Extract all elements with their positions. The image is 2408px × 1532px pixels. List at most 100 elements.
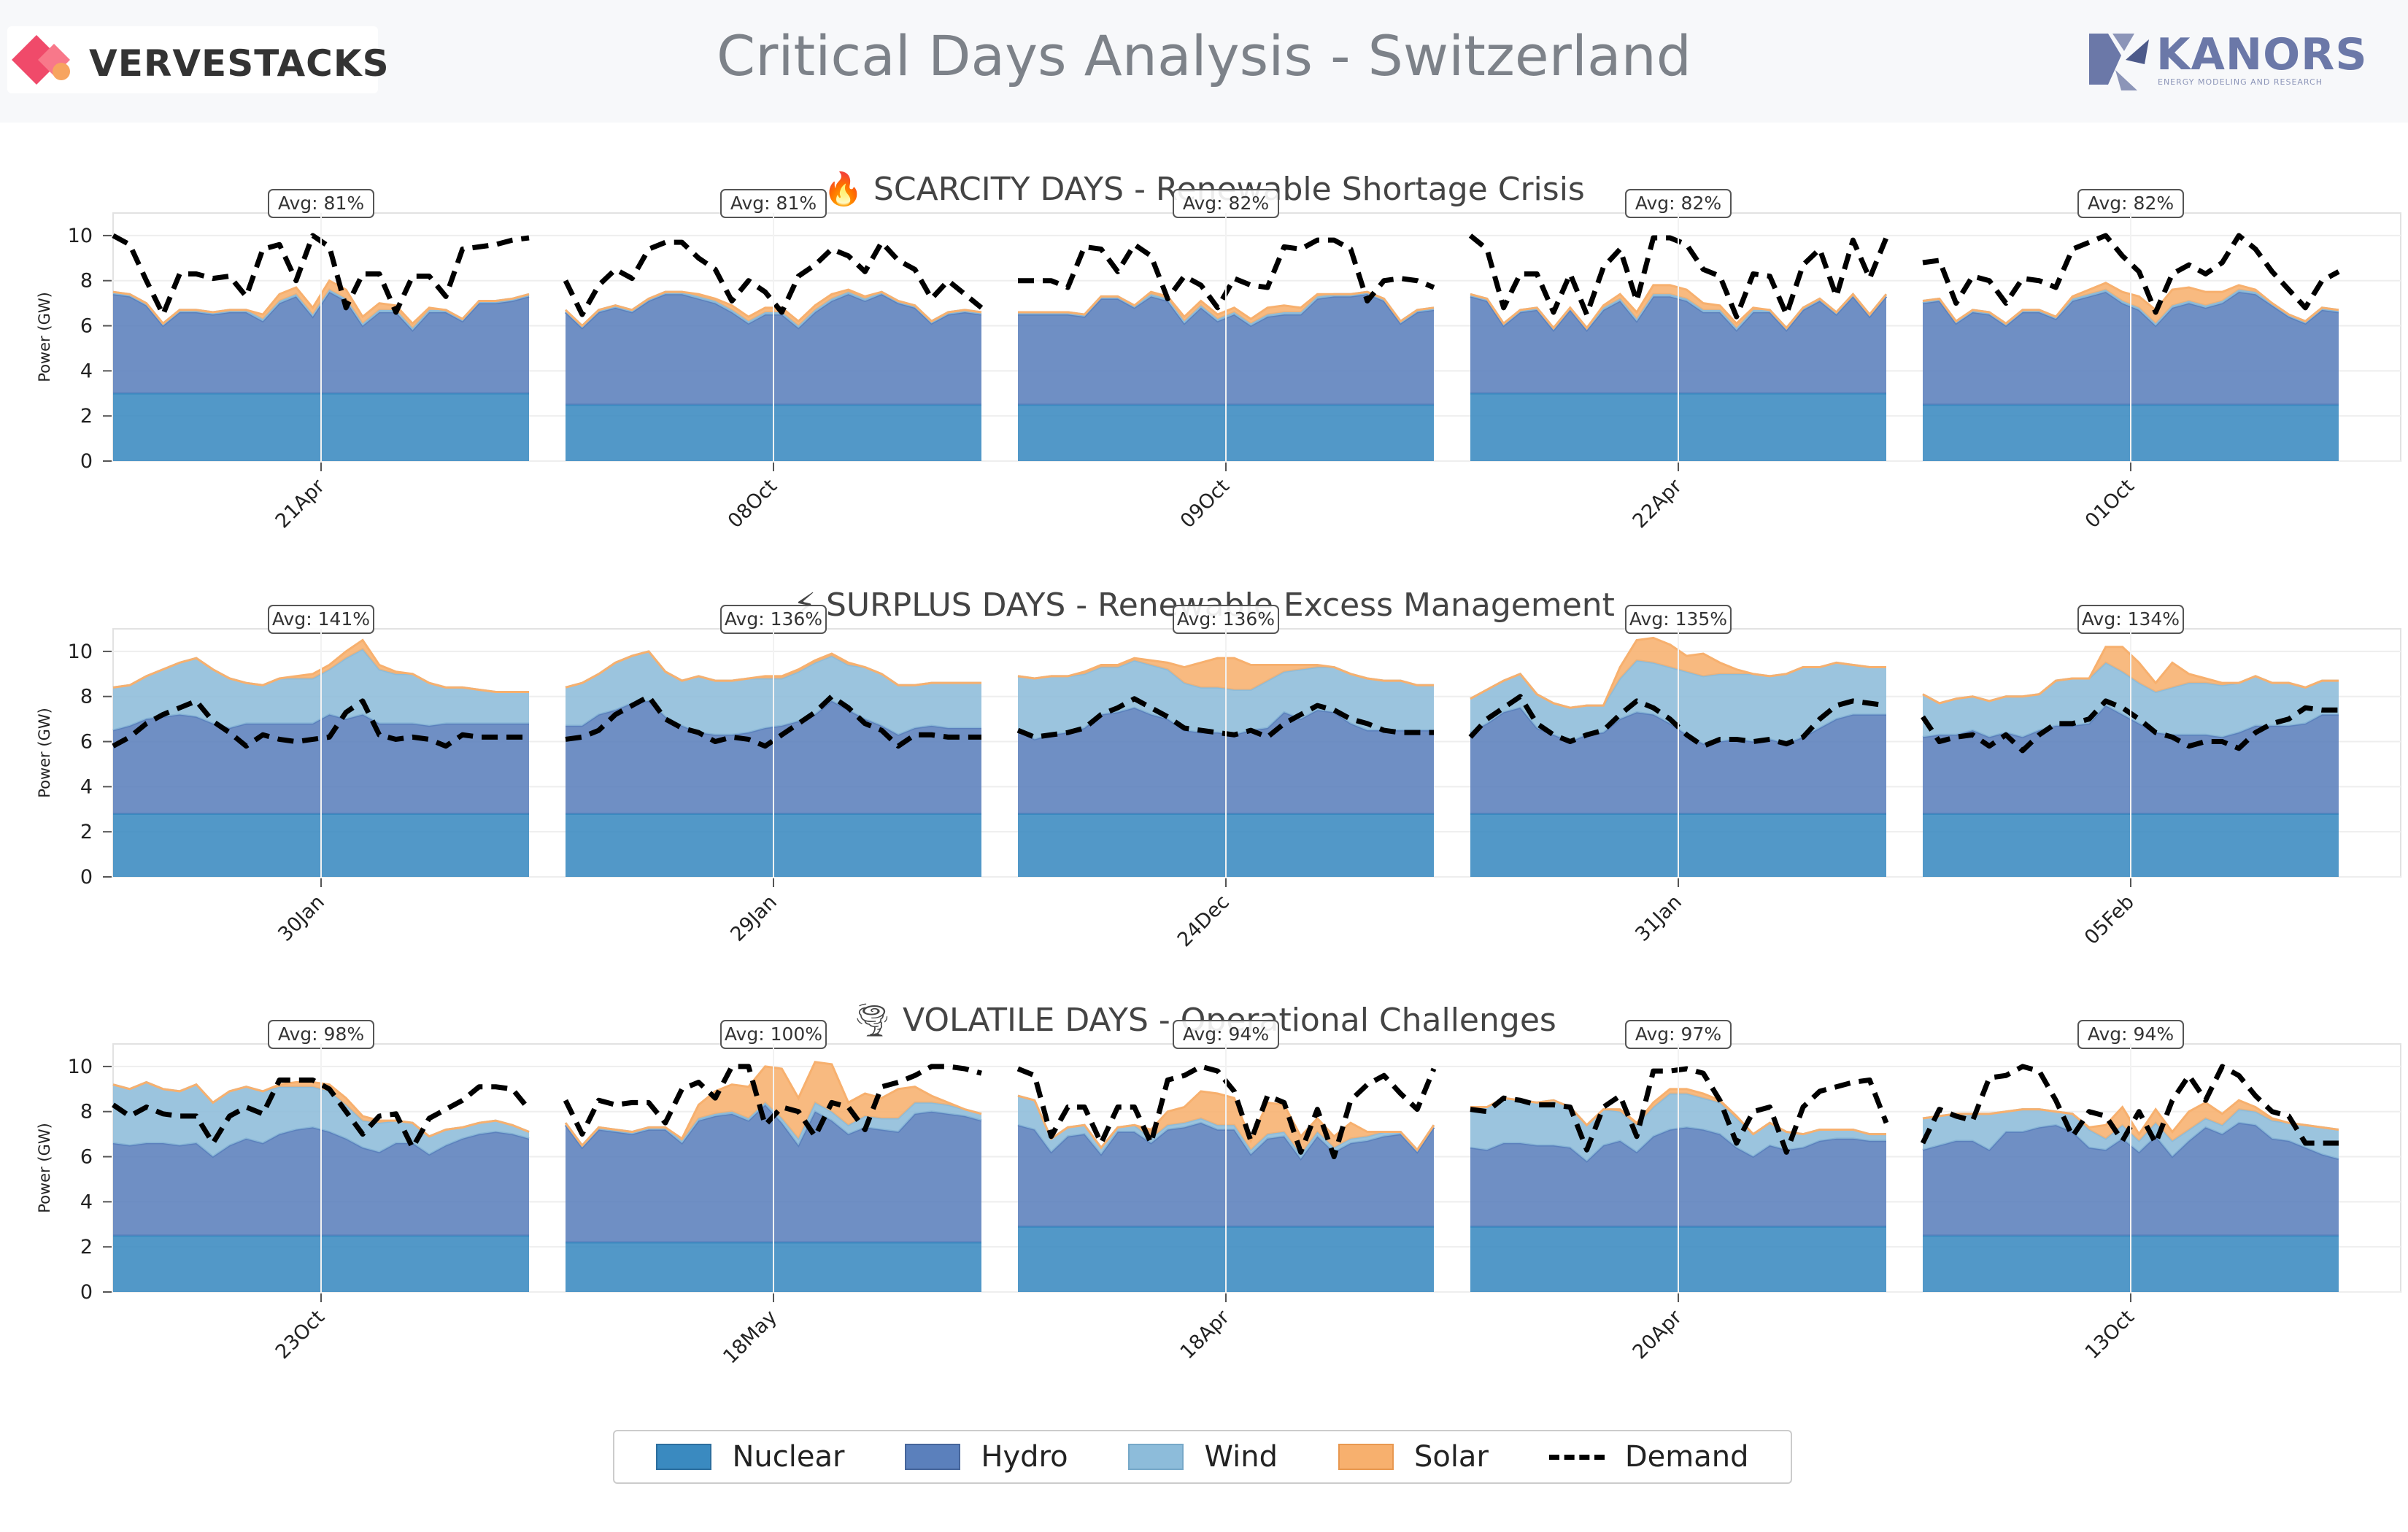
legend-swatch-solar [1338,1444,1394,1470]
avg-badge-text: Avg: 134% [2082,608,2180,630]
avg-badge-text: Avg: 141% [272,608,370,630]
y-axis-label: Power (GW) [36,708,53,798]
y-tick-label: 2 [80,821,93,843]
avg-badge-text: Avg: 81% [730,193,817,214]
y-tick-label: 10 [68,1056,93,1078]
x-tick-label: 13Oct [2081,1306,2139,1363]
day-30Jan: Avg: 141% 30Jan [112,605,529,946]
avg-badge-text: Avg: 94% [2088,1024,2174,1045]
x-tick-label: 23Oct [271,1306,329,1363]
chart-legend: Nuclear Hydro Wind Solar Demand [613,1430,1792,1484]
day-09Oct: Avg: 82% 09Oct [1018,189,1435,533]
y-axis-label: Power (GW) [36,1123,53,1213]
legend-label-solar: Solar [1413,1440,1489,1474]
wind-area [1018,292,1434,326]
avg-badge-text: Avg: 82% [2088,193,2174,214]
kanors-logo-icon [2089,34,2149,90]
page-title: Critical Days Analysis - Switzerland [717,23,1691,88]
avg-badge-text: Avg: 98% [278,1024,364,1045]
x-tick-label: 18Apr [1176,1305,1235,1363]
legend-item-solar: Solar [1338,1440,1489,1474]
day-21Apr: Avg: 81% 21Apr [112,189,530,533]
demand-line [563,239,984,317]
x-tick-label: 24Dec [1173,891,1234,951]
header: VERVESTACKS Critical Days Analysis - Swi… [0,0,2408,123]
legend-label-wind: Wind [1204,1440,1278,1474]
y-tick-label: 10 [68,225,93,247]
x-tick-label: 09Oct [1176,475,1234,533]
vervestacks-logo-text: VERVESTACKS [89,42,390,85]
y-tick-label: 4 [80,775,93,798]
y-tick-label: 8 [80,1101,93,1123]
avg-badge-text: Avg: 136% [725,608,822,630]
day-05Feb: Avg: 134% 05Feb [1921,605,2339,949]
demand-line [565,694,981,749]
avg-badge-text: Avg: 82% [1635,193,1721,214]
legend-label-demand: Demand [1624,1440,1749,1474]
x-tick-label: 29Jan [726,891,782,946]
x-tick-label: 21Apr [271,474,330,533]
y-tick-label: 6 [80,315,93,338]
kanors-logo-subtitle: ENERGY MODELING AND RESEARCH [2158,77,2323,87]
legend-swatch-demand [1548,1454,1605,1460]
day-31Jan: Avg: 135% 31Jan [1468,605,1887,946]
day-23Oct: Avg: 98% 23Oct [112,1020,531,1363]
legend-swatch-nuclear [656,1444,712,1470]
y-tick-label: 10 [68,641,93,663]
day-08Oct: Avg: 81% 08Oct [563,189,984,533]
y-axis-label: Power (GW) [36,292,53,382]
avg-badge-text: Avg: 97% [1635,1024,1721,1045]
vervestacks-logo: VERVESTACKS [7,26,389,93]
kanors-logo: KANORS ENERGY MODELING AND RESEARCH [2083,26,2367,93]
legend-item-demand: Demand [1548,1440,1749,1474]
demand-line [1920,1064,2339,1146]
legend-item-wind: Wind [1128,1440,1278,1474]
demand-line [1922,233,2340,315]
day-01Oct: Avg: 82% 01Oct [1922,189,2340,533]
kanors-logo-text: KANORS [2156,29,2368,80]
x-tick-label: 22Apr [1629,474,1687,533]
x-tick-label: 31Jan [1631,891,1686,946]
demand-line [112,698,529,749]
y-tick-label: 0 [80,1281,93,1304]
avg-badge-text: Avg: 100% [725,1024,822,1045]
y-tick-label: 4 [80,1191,93,1213]
y-tick-label: 8 [80,686,93,708]
legend-label-hydro: Hydro [981,1440,1068,1474]
x-tick-label: 18May [719,1306,782,1369]
x-tick-label: 01Oct [2081,475,2139,533]
avg-badge-text: Avg: 81% [278,193,364,214]
legend-item-nuclear: Nuclear [656,1440,844,1474]
legend-swatch-hydro [905,1444,961,1470]
y-tick-label: 0 [80,866,93,889]
day-13Oct: Avg: 94% 13Oct [1920,1020,2339,1363]
legend-label-nuclear: Nuclear [732,1440,845,1474]
avg-badge-text: Avg: 135% [1629,608,1727,630]
x-tick-label: 08Oct [724,475,782,533]
y-tick-label: 8 [80,270,93,293]
day-29Jan: Avg: 136% 29Jan [565,605,981,946]
y-tick-label: 4 [80,360,93,382]
demand-line [112,1077,531,1150]
solar-area [1923,1100,2339,1141]
y-tick-label: 6 [80,731,93,754]
legend-item-hydro: Hydro [905,1440,1068,1474]
legend-swatch-wind [1128,1444,1184,1470]
day-18Apr: Avg: 94% 18Apr [1016,1020,1437,1363]
day-20Apr: Avg: 97% 20Apr [1470,1020,1889,1363]
vervestacks-logo-icon [12,35,70,85]
y-tick-label: 6 [80,1146,93,1169]
x-tick-label: 20Apr [1629,1305,1687,1363]
y-tick-label: 2 [80,405,93,428]
avg-badge-text: Avg: 82% [1183,193,1269,214]
x-tick-label: 30Jan [274,891,329,946]
y-tick-label: 2 [80,1236,93,1258]
y-tick-label: 0 [80,450,93,473]
avg-badge-text: Avg: 136% [1177,608,1275,630]
x-tick-label: 05Feb [2080,891,2139,949]
avg-badge-text: Avg: 94% [1183,1024,1269,1045]
